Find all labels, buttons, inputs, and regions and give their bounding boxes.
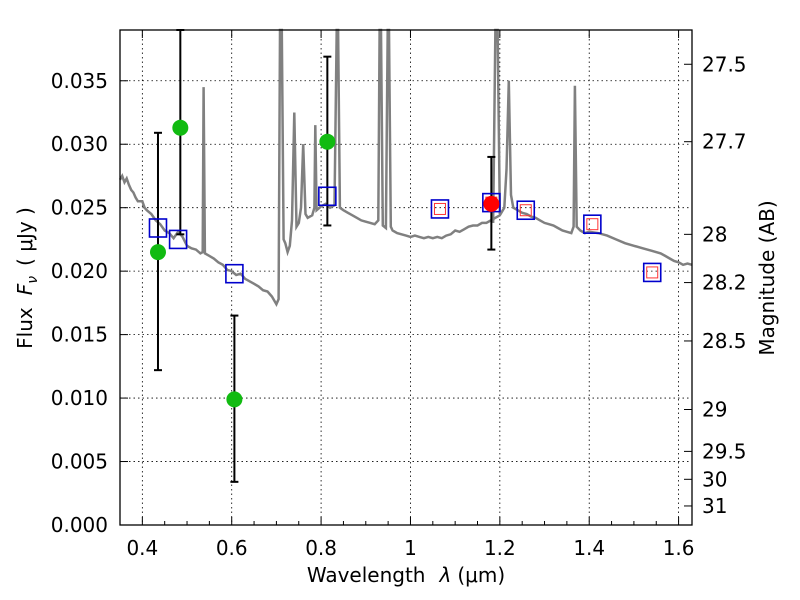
model-square-inner bbox=[646, 266, 659, 279]
y-tick-label: 0.005 bbox=[51, 450, 108, 474]
model-square bbox=[516, 200, 536, 221]
y2-tick-label: 28 bbox=[702, 222, 727, 246]
y-tick-label: 0.000 bbox=[51, 513, 108, 537]
y2-tick-label: 31 bbox=[702, 494, 727, 518]
y-tick-label: 0.025 bbox=[51, 196, 108, 220]
y-tick-label: 0.020 bbox=[51, 259, 108, 283]
observed-point-green bbox=[226, 391, 243, 408]
x-axis-ticks: 0.4 0.6 0.8 1 1.2 1.4 1.6 bbox=[119, 30, 695, 560]
y-tick-label: 0.035 bbox=[51, 69, 108, 93]
model-square-inner bbox=[433, 202, 446, 215]
y2-tick-label: 28.5 bbox=[702, 329, 747, 353]
observed-point-green bbox=[319, 133, 336, 150]
error-bars bbox=[153, 29, 496, 483]
y-axis-ticks: 0.000 0.005 0.010 0.015 0.020 0.025 0.030 0.035 bbox=[51, 69, 128, 537]
sed-model-line bbox=[118, 28, 693, 307]
x-tick-label: 0.6 bbox=[216, 536, 248, 560]
y2-tick-label: 27.7 bbox=[702, 130, 747, 154]
model-square bbox=[642, 262, 662, 283]
model-photometry-squares bbox=[148, 186, 662, 284]
model-square bbox=[318, 186, 337, 207]
plot-area bbox=[118, 28, 693, 483]
x-tick-label: 0.8 bbox=[305, 536, 337, 560]
y2-tick-label: 29 bbox=[702, 398, 727, 422]
y-tick-label: 0.030 bbox=[51, 132, 108, 156]
model-square bbox=[430, 199, 450, 219]
x-tick-label: 1.4 bbox=[573, 536, 605, 560]
y-tick-label: 0.015 bbox=[51, 323, 108, 347]
observed-point-green bbox=[172, 119, 189, 136]
grid-lines bbox=[120, 30, 692, 525]
x-axis-label: Wavelength λ (μm) bbox=[307, 563, 505, 587]
y2-axis-label: Magnitude (AB) bbox=[755, 200, 779, 355]
model-square-inner bbox=[586, 218, 599, 231]
y2-tick-label: 30 bbox=[702, 467, 727, 491]
x-tick-label: 1.2 bbox=[484, 536, 516, 560]
observed-point-green bbox=[149, 244, 166, 261]
plot-frame bbox=[119, 29, 693, 526]
model-square bbox=[225, 263, 244, 284]
model-square bbox=[148, 218, 168, 238]
y-axis-label: FluxFν( μJy ) bbox=[13, 207, 41, 349]
y2-tick-label: 29.5 bbox=[702, 439, 747, 463]
x-tick-label: 0.4 bbox=[126, 536, 158, 560]
x-tick-label: 1.6 bbox=[663, 536, 695, 560]
model-square-inner bbox=[519, 204, 532, 217]
observed-points bbox=[149, 119, 500, 408]
y2-tick-label: 28.2 bbox=[702, 271, 747, 295]
x-tick-label: 1 bbox=[404, 536, 417, 560]
model-square bbox=[168, 229, 188, 250]
y2-axis-ticks: 27.5 27.7 28 28.2 28.5 29 29.5 30 31 bbox=[684, 52, 747, 518]
y2-tick-label: 27.5 bbox=[702, 52, 747, 76]
model-square bbox=[583, 214, 602, 234]
observed-point-red bbox=[483, 195, 500, 212]
y-tick-label: 0.010 bbox=[51, 386, 108, 410]
